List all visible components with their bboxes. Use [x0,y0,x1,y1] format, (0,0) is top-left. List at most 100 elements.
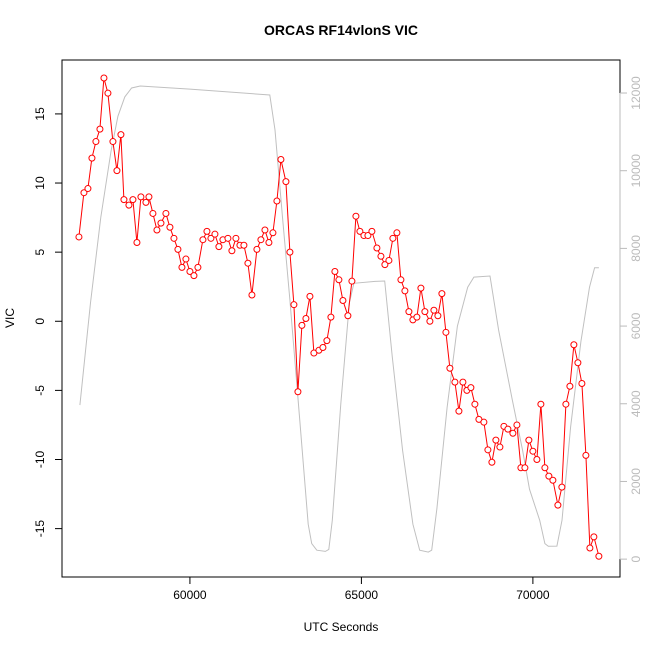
point [186,268,194,275]
point [96,125,104,133]
point [492,436,500,444]
point [84,185,92,193]
point [194,263,202,271]
point [562,400,570,408]
point [88,154,96,162]
point [459,378,467,386]
point [545,472,553,480]
y2-tick-label: 2000 [629,468,643,495]
y-tick-label: 15 [33,107,47,121]
point [109,138,117,146]
point [190,272,198,280]
point [566,382,574,390]
point [455,407,463,415]
point [421,308,429,316]
point [578,379,586,387]
point [253,245,261,253]
point [331,268,339,275]
point [224,234,232,242]
point [525,436,533,444]
point [356,227,364,235]
y2-tick-label: 6000 [629,312,643,339]
y2-tick-label: 8000 [629,235,643,262]
series-line [79,85,599,553]
point [323,337,331,345]
y2-tick-label: 12000 [629,76,643,110]
y2-tick-label: 10000 [629,154,643,188]
point [335,276,343,284]
x-tick-label: 70000 [516,588,550,602]
point [290,301,298,309]
point [162,209,170,217]
point [117,131,125,139]
point [368,227,376,235]
plot-box [61,59,621,578]
point [261,226,269,234]
point [549,476,557,484]
point [586,544,594,552]
point [480,418,488,426]
point [504,425,512,433]
x-tick-label: 65000 [345,588,379,602]
point [178,263,186,271]
point [471,400,479,408]
point [484,446,492,454]
point [389,234,397,242]
point [438,290,446,298]
point [100,74,108,82]
point [377,252,385,260]
point [248,291,256,299]
point [397,276,405,284]
chart-title: ORCAS RF14vlonS VIC [264,22,418,38]
point [306,292,314,300]
y-tick-label: 5 [33,248,47,255]
point [509,429,517,437]
point [75,233,83,241]
point [286,248,294,256]
point [203,227,211,235]
point [232,234,240,242]
point [533,456,541,463]
point [182,255,190,263]
point [240,241,248,249]
point [282,178,290,186]
point [207,234,215,242]
point [554,501,562,509]
point [319,344,327,352]
point [157,219,165,227]
point [434,312,442,320]
point [104,89,112,97]
point [166,223,174,231]
point [582,451,590,459]
point [513,421,521,429]
point [385,256,393,264]
point [174,245,182,253]
point [113,167,121,175]
y2-tick-label: 4000 [629,390,643,417]
point [405,308,413,316]
point [149,209,157,217]
point [417,284,425,292]
point [327,313,335,321]
point [348,277,356,285]
y-tick-label: -15 [33,520,47,538]
point [269,229,277,237]
point [125,201,133,209]
point [244,259,252,267]
point [451,378,459,386]
point [488,458,496,466]
x-tick-label: 60000 [173,588,207,602]
point [129,196,137,204]
point [558,483,566,491]
point [302,315,310,322]
y-axis-label: VIC [3,308,17,328]
point [529,447,537,455]
point [228,247,236,255]
point [467,384,475,392]
point [413,313,421,321]
point [339,297,347,305]
point [521,464,529,472]
point [80,189,88,197]
point [393,229,401,237]
point [401,287,409,295]
